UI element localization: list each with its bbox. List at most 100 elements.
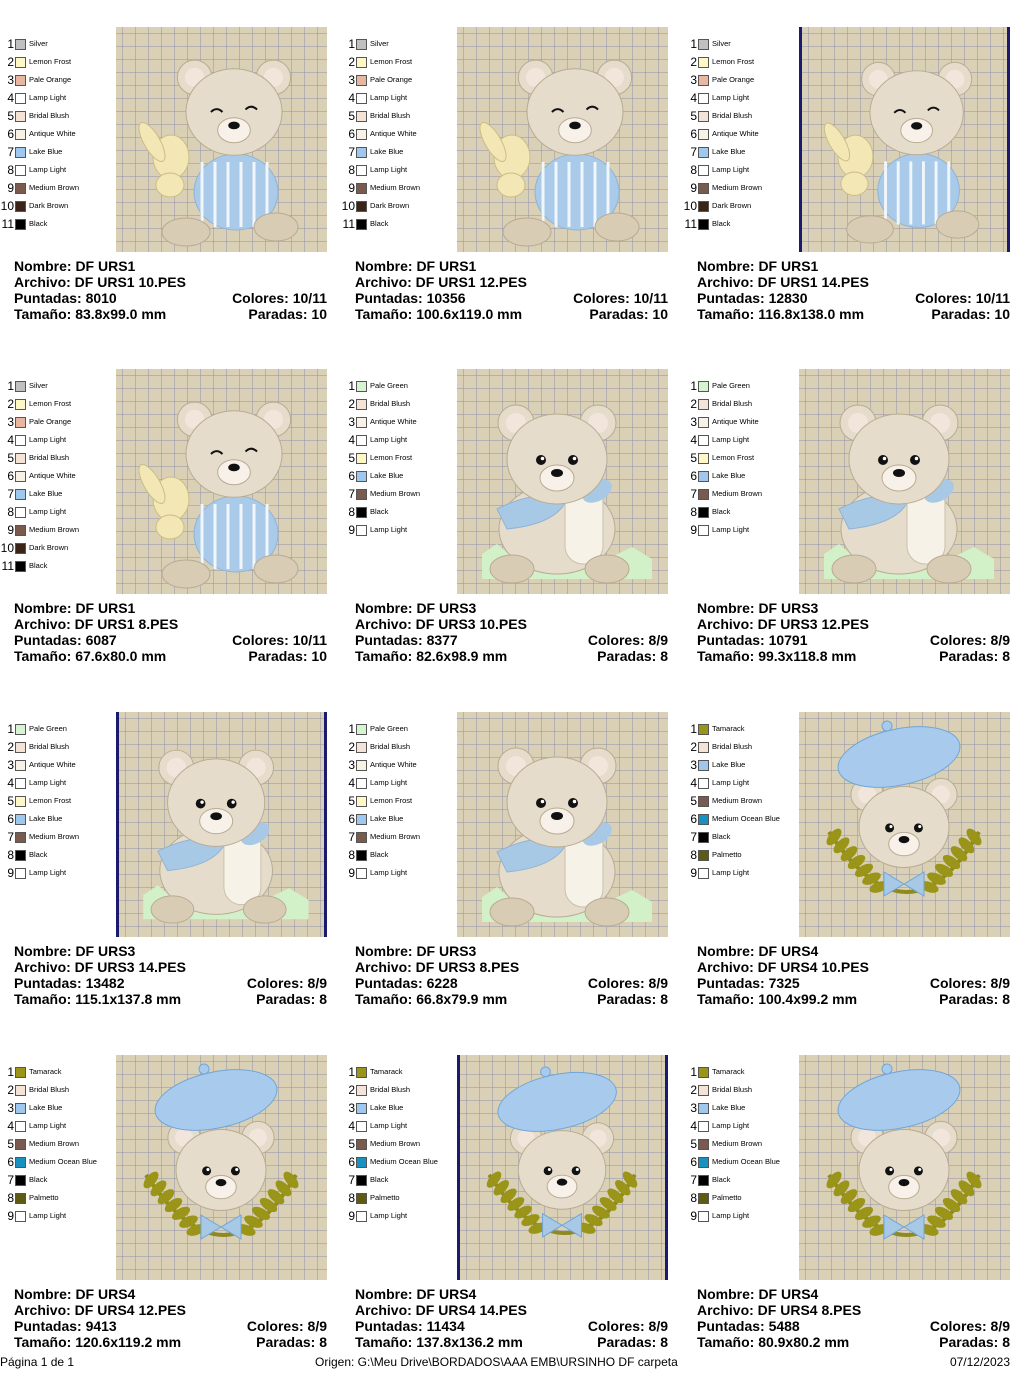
thread-color-index: 4 xyxy=(348,1119,355,1133)
thread-color-name: Lamp Light xyxy=(712,778,750,787)
thread-color-name: Tamarack xyxy=(712,1067,745,1076)
thread-color-item: 7 Medium Brown xyxy=(0,828,104,846)
thread-color-item: 7 Medium Brown xyxy=(341,485,445,503)
thread-color-swatch xyxy=(698,1066,709,1078)
thread-color-name: Palmetto xyxy=(712,1193,742,1202)
file-name: Archivo: DF URS1 12.PES xyxy=(355,274,527,290)
thread-color-name: Lamp Light xyxy=(370,93,408,102)
thread-color-swatch xyxy=(356,470,367,482)
thread-color-index: 2 xyxy=(7,55,14,69)
thread-color-index: 4 xyxy=(690,91,697,105)
thread-color-swatch xyxy=(356,416,367,428)
thread-color-item: 7 Black xyxy=(341,1171,445,1189)
thread-color-swatch xyxy=(15,452,26,464)
design-info: Nombre: DF URS1 Archivo: DF URS1 12.PES Pu… xyxy=(355,258,668,322)
thread-color-name: Lamp Light xyxy=(29,1211,67,1220)
thread-color-name: Lake Blue xyxy=(29,814,63,823)
thread-color-name: Lamp Light xyxy=(29,93,67,102)
thread-color-index: 5 xyxy=(7,1137,14,1151)
design-name: Nombre: DF URS4 xyxy=(355,1286,477,1302)
thread-color-item: 5 Lemon Frost xyxy=(341,449,445,467)
thread-color-name: Pale Green xyxy=(29,724,67,733)
thread-color-name: Black xyxy=(29,219,48,228)
thread-color-swatch xyxy=(698,1102,709,1114)
thread-color-index: 1 xyxy=(690,37,697,51)
stitch-count: Puntadas: 5488 xyxy=(697,1318,800,1334)
design-name: Nombre: DF URS1 xyxy=(697,258,819,274)
thread-color-swatch xyxy=(15,849,26,861)
thread-color-index: 1 xyxy=(7,37,14,51)
thread-color-index: 9 xyxy=(7,1209,14,1223)
thread-color-swatch xyxy=(698,831,709,843)
file-name: Archivo: DF URS1 10.PES xyxy=(14,274,186,290)
thread-color-name: Medium Ocean Blue xyxy=(712,814,780,823)
thread-color-item: 1 Pale Green xyxy=(341,720,445,738)
thread-color-name: Palmetto xyxy=(712,850,742,859)
thread-color-item: 1 Silver xyxy=(0,35,104,53)
thread-color-swatch xyxy=(15,795,26,807)
embroidery-preview xyxy=(799,27,1010,252)
thread-color-item: 6 Antique White xyxy=(0,467,104,485)
stop-count: Paradas: 8 xyxy=(939,1334,1010,1350)
thread-color-index: 5 xyxy=(348,109,355,123)
stitch-count: Puntadas: 10791 xyxy=(697,632,808,648)
thread-color-item: 9 Lamp Light xyxy=(683,521,787,539)
thread-color-swatch xyxy=(698,1138,709,1150)
color-count: Colores: 10/11 xyxy=(232,632,327,648)
thread-color-name: Bridal Blush xyxy=(29,453,70,462)
thread-color-item: 10 Dark Brown xyxy=(0,539,104,557)
thread-color-name: Lamp Light xyxy=(712,525,750,534)
thread-color-name: Black xyxy=(712,219,731,228)
thread-color-item: 1 Tamarack xyxy=(683,720,787,738)
thread-color-item: 5 Bridal Blush xyxy=(683,107,787,125)
page-footer: Página 1 de 1 Origen: G:\Meu Drive\BORDA… xyxy=(0,1354,1024,1370)
thread-color-name: Lemon Frost xyxy=(712,57,755,66)
thread-color-index: 3 xyxy=(348,415,355,429)
design-size: Tamaño: 116.8x138.0 mm xyxy=(697,306,865,322)
thread-color-swatch xyxy=(15,506,26,518)
color-count: Colores: 10/11 xyxy=(573,290,668,306)
thread-color-index: 3 xyxy=(690,1101,697,1115)
design-card: 1 Tamarack 2 Bridal Blush 3 Lake Blue 4 Lamp Li… xyxy=(690,1055,1024,1385)
thread-color-list: 1 Silver 2 Lemon Frost 3 Pale Orange 4 Lamp Lig… xyxy=(683,35,787,233)
thread-color-index: 2 xyxy=(7,397,14,411)
thread-color-item: 3 Antique White xyxy=(683,413,787,431)
thread-color-index: 5 xyxy=(348,794,355,808)
file-name: Archivo: DF URS4 10.PES xyxy=(697,959,869,975)
thread-color-swatch xyxy=(15,380,26,392)
thread-color-swatch xyxy=(15,200,26,212)
thread-color-name: Lake Blue xyxy=(712,147,746,156)
thread-color-name: Pale Green xyxy=(712,381,750,390)
design-size: Tamaño: 120.6x119.2 mm xyxy=(14,1334,182,1350)
thread-color-item: 4 Lamp Light xyxy=(683,774,787,792)
stop-count: Paradas: 8 xyxy=(597,648,668,664)
embroidery-preview xyxy=(799,1055,1010,1280)
thread-color-item: 2 Bridal Blush xyxy=(341,1081,445,1099)
thread-color-name: Lake Blue xyxy=(29,1103,63,1112)
thread-color-name: Bridal Blush xyxy=(29,111,70,120)
thread-color-name: Dark Brown xyxy=(29,543,69,552)
thread-color-name: Lemon Frost xyxy=(29,57,72,66)
thread-color-index: 2 xyxy=(690,397,697,411)
thread-color-name: Bridal Blush xyxy=(712,111,753,120)
thread-color-swatch xyxy=(15,1174,26,1186)
file-name: Archivo: DF URS3 14.PES xyxy=(14,959,186,975)
thread-color-name: Pale Orange xyxy=(370,75,413,84)
thread-color-item: 9 Lamp Light xyxy=(341,864,445,882)
thread-color-swatch xyxy=(698,524,709,536)
thread-color-item: 2 Bridal Blush xyxy=(341,738,445,756)
thread-color-swatch xyxy=(356,74,367,86)
thread-color-item: 5 Bridal Blush xyxy=(0,107,104,125)
thread-color-swatch xyxy=(15,470,26,482)
thread-color-name: Tamarack xyxy=(370,1067,403,1076)
thread-color-swatch xyxy=(698,38,709,50)
thread-color-item: 3 Lake Blue xyxy=(683,756,787,774)
thread-color-swatch xyxy=(356,38,367,50)
thread-color-item: 5 Medium Brown xyxy=(683,792,787,810)
design-name: Nombre: DF URS4 xyxy=(697,1286,819,1302)
thread-color-item: 5 Bridal Blush xyxy=(341,107,445,125)
color-count: Colores: 8/9 xyxy=(929,975,1010,991)
design-info: Nombre: DF URS4 Archivo: DF URS4 8.PES Pun… xyxy=(697,1286,1010,1350)
thread-color-name: Lamp Light xyxy=(370,525,408,534)
thread-color-item: 3 Lake Blue xyxy=(341,1099,445,1117)
